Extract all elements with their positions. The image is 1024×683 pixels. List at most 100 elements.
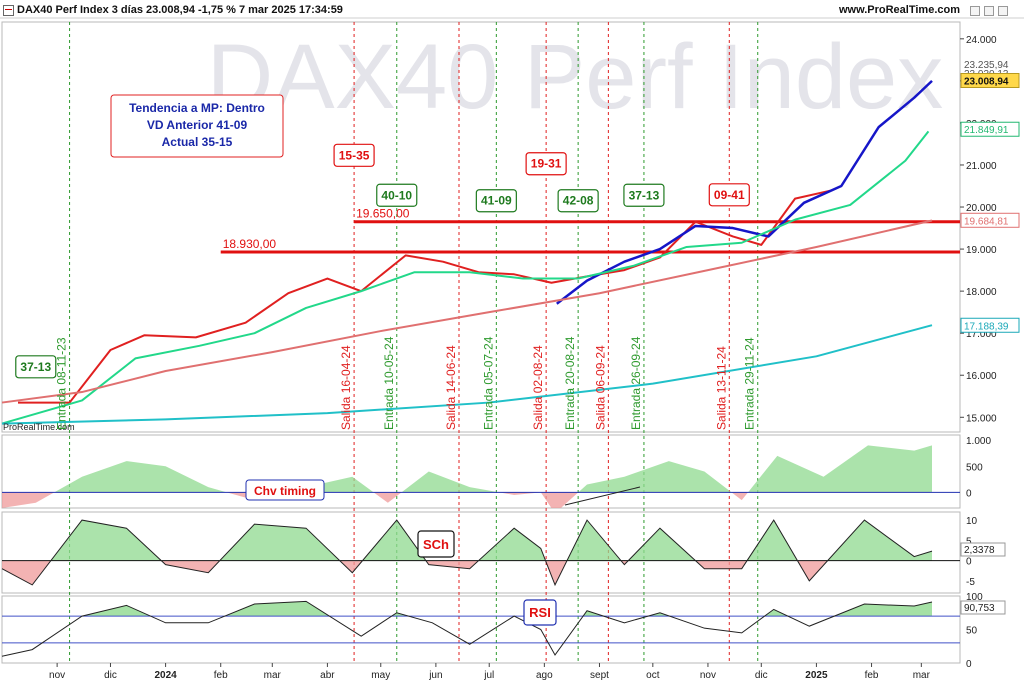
chv-title-box — [245, 479, 325, 501]
annotation-line: VD Anterior 41-09 — [147, 118, 248, 132]
signal-count-box — [376, 183, 418, 207]
x-tick-label: nov — [49, 670, 65, 681]
current-price-label: 23.008,94 — [964, 76, 1009, 87]
signal-count-label: 37-13 — [629, 188, 660, 202]
rsi-value-box — [960, 600, 1006, 615]
x-tick-label: feb — [214, 670, 228, 681]
signal-label: Entrada 26-09-24 — [629, 336, 643, 430]
close-icon[interactable] — [998, 6, 1008, 16]
signal-count-box — [333, 143, 375, 167]
sch-line — [1, 519, 933, 587]
x-tick-label: abr — [320, 670, 335, 681]
rsi-title-box — [523, 599, 557, 626]
sch-ytick-label: -5 — [966, 577, 975, 588]
sch-title-box — [417, 530, 455, 558]
rsi-ytick-label: 0 — [966, 659, 972, 670]
signal-count-label: 37-13 — [20, 360, 51, 374]
minimize-icon[interactable] — [970, 6, 980, 16]
price-series-line — [556, 79, 933, 305]
signal-label: Entrada 29-11-24 — [743, 337, 757, 430]
signal-label: Entrada 10-05-24 — [382, 336, 396, 430]
price-ytick-label: 21.000 — [966, 161, 997, 172]
sch-value-box — [960, 542, 1006, 557]
price-series-line — [1, 324, 933, 425]
price-ytick-label: 17.000 — [966, 329, 997, 340]
price-series-line — [18, 189, 833, 404]
label-layer: ProRealTime.com 15.000 16.000 17.000 18.000 1… — [3, 35, 1020, 681]
price-ytick-label: 19.000 — [966, 245, 997, 256]
rsi-ytick-label: 100 — [966, 592, 983, 603]
rsi-title: RSI — [529, 605, 551, 620]
price-label: 19.684,81 — [964, 216, 1009, 227]
price-series-line — [1, 130, 930, 425]
chv-ytick-label: 0 — [966, 488, 972, 499]
price-label-box — [960, 121, 1020, 137]
chv-title: Chv timing — [254, 484, 316, 498]
signal-count-box — [15, 355, 57, 379]
rsi-overbought-area — [2, 601, 932, 617]
price-ytick-label: 24.000 — [966, 35, 997, 46]
sch-ytick-label: 10 — [966, 516, 978, 527]
signal-count-box — [525, 152, 567, 176]
x-tick-label: feb — [865, 670, 879, 681]
price-label-box — [960, 317, 1020, 333]
panel-frame-sch — [1, 511, 961, 594]
price-ytick-label: 16.000 — [966, 371, 997, 382]
chv-area-negative — [2, 492, 749, 509]
x-tick-label: dic — [755, 670, 768, 681]
x-tick-label: may — [371, 670, 390, 681]
sch-ytick-label: 0 — [966, 557, 972, 568]
signal-label: Salida 14-06-24 — [444, 345, 458, 430]
panel-frame-rsi — [1, 595, 961, 664]
price-label: 21.849,91 — [964, 125, 1009, 136]
signal-count-label: 19-31 — [531, 157, 562, 171]
signal-count-box — [475, 189, 517, 213]
price-label-box — [960, 212, 1020, 228]
rsi-value-label: 90,753 — [964, 603, 995, 614]
x-tick-label: 2024 — [154, 670, 177, 681]
x-tick-label: dic — [104, 670, 117, 681]
current-price-box — [960, 72, 1020, 88]
signal-count-box — [708, 183, 750, 207]
signal-label: Salida 06-09-24 — [593, 345, 607, 430]
level-label: 19.650,00 — [356, 207, 410, 221]
sch-value-label: 2,3378 — [964, 545, 995, 556]
x-tick-label: ago — [536, 670, 553, 681]
signal-count-label: 40-10 — [381, 188, 412, 202]
signal-label: Salida 13-11-24 — [714, 346, 728, 430]
annotation-box — [110, 94, 284, 158]
signal-label: Entrada 05-07-24 — [481, 336, 495, 430]
maximize-icon[interactable] — [984, 6, 994, 16]
x-tick-label: sept — [590, 670, 609, 681]
x-tick-label: oct — [646, 670, 660, 681]
x-tick-label: mar — [913, 670, 931, 681]
annotation-line: Actual 35-15 — [162, 135, 233, 149]
price-ytick-label: 18.000 — [966, 287, 997, 298]
price-series-line — [1, 219, 933, 404]
chart-header-title: DAX40 Perf Index 3 días 23.008,94 -1,75 … — [17, 4, 343, 16]
site-url[interactable]: www.ProRealTime.com — [838, 4, 960, 16]
signal-count-label: 41-09 — [481, 194, 512, 208]
watermark-text: DAX40 Perf Index — [207, 26, 943, 128]
signal-label: Salida 02-08-24 — [531, 345, 545, 430]
chart-menu-icon[interactable] — [3, 5, 14, 16]
sch-area-negative — [2, 560, 932, 585]
chv-area-positive — [2, 445, 932, 493]
brand-label: ProRealTime.com — [3, 422, 75, 432]
signal-label: Entrada 20-08-24 — [563, 336, 577, 430]
signal-label: Entrada 08-11-23 — [55, 337, 69, 430]
sch-area-positive — [50, 520, 932, 561]
plot-layer — [1, 79, 960, 657]
signal-count-label: 15-35 — [339, 148, 370, 162]
panel-frame-price — [1, 21, 961, 433]
signal-count-box — [557, 189, 599, 213]
sch-ytick-label: 5 — [966, 536, 972, 547]
rsi-line — [1, 600, 933, 657]
signal-label: Salida 16-04-24 — [339, 345, 353, 430]
signal-count-label: 09-41 — [714, 188, 745, 202]
x-tick-label: nov — [700, 670, 716, 681]
sch-title: SCh — [423, 537, 449, 552]
signal-count-label: 42-08 — [563, 194, 594, 208]
